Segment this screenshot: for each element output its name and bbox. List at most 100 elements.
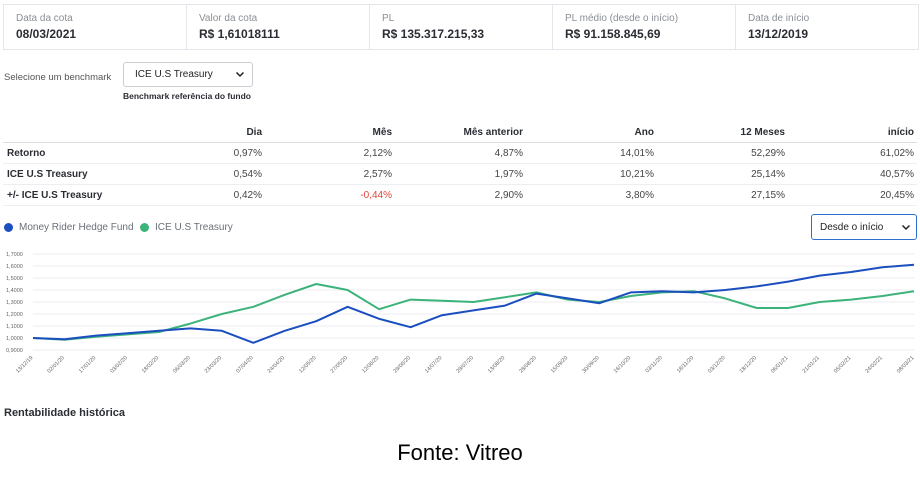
x-tick-label: 06/03/20 [172, 355, 191, 374]
legend-item-benchmark[interactable]: ICE U.S Treasury [140, 222, 233, 233]
summary-label: Valor da cota [199, 13, 258, 24]
summary-cards: Data da cota 08/03/2021 Valor da cota R$… [3, 4, 919, 50]
period-selected-value: Desde o início [820, 222, 884, 233]
summary-value: R$ 1,61018111 [199, 27, 280, 41]
summary-label: PL médio (desde o início) [565, 13, 679, 24]
series-line-fund [32, 263, 915, 344]
table-cell: 40,57% [788, 163, 917, 185]
summary-value: R$ 91.158.845,69 [565, 27, 661, 41]
table-header-cell: 12 Meses [657, 122, 788, 143]
y-tick-label: 1,4000 [6, 288, 23, 294]
table-cell: 0,54% [113, 163, 265, 185]
y-tick-label: 0,9000 [6, 348, 23, 354]
x-tick-label: 15/09/20 [550, 355, 569, 374]
summary-card-quote-date: Data da cota 08/03/2021 [4, 5, 187, 49]
summary-card-net-worth: PL R$ 135.317.215,33 [370, 5, 553, 49]
x-tick-label: 29/06/20 [393, 355, 412, 374]
summary-label: Data de início [748, 13, 810, 24]
legend-dot-icon [4, 223, 13, 232]
table-row: ICE U.S Treasury 0,54% 2,57% 1,97% 10,21… [3, 163, 917, 185]
table-header-cell: início [788, 122, 917, 143]
x-tick-label: 03/11/20 [645, 355, 664, 374]
x-tick-label: 24/02/21 [865, 355, 884, 374]
table-cell: 0,42% [113, 184, 265, 206]
table-header-cell [3, 122, 113, 143]
y-tick-label: 1,2000 [6, 312, 23, 318]
table-cell: 2,12% [265, 142, 395, 164]
benchmark-note: Benchmark referência do fundo [123, 91, 252, 101]
table-cell: 2,90% [395, 184, 526, 206]
history-section-title: Rentabilidade histórica [4, 407, 126, 417]
x-tick-label: 28/08/20 [518, 355, 537, 374]
x-tick-label: 24/04/20 [267, 355, 286, 374]
summary-value: 13/12/2019 [748, 27, 809, 41]
table-cell: 25,14% [657, 163, 788, 185]
period-select[interactable]: Desde o início [811, 214, 917, 240]
x-tick-label: 03/02/20 [109, 355, 128, 374]
performance-chart: 0,9000 1,0000 1,1000 1,2000 1,3000 1,4000 1,50… [6, 252, 915, 375]
x-tick-label: 13/08/20 [487, 355, 506, 374]
y-tick-label: 1,1000 [6, 324, 23, 330]
table-cell: 4,87% [395, 142, 526, 164]
legend-label: ICE U.S Treasury [155, 222, 233, 233]
table-cell: 1,97% [395, 163, 526, 185]
returns-table: Dia Mês Mês anterior Ano 12 Meses início… [3, 122, 917, 206]
table-cell: 3,80% [526, 184, 657, 206]
summary-value: 08/03/2021 [16, 27, 77, 41]
chevron-down-icon [235, 71, 245, 78]
x-tick-label: 06/01/21 [770, 355, 789, 374]
y-tick-label: 1,7000 [6, 252, 23, 258]
x-tick-label: 05/02/21 [833, 355, 852, 374]
x-tick-label: 03/12/20 [707, 355, 726, 374]
table-cell: 14,01% [526, 142, 657, 164]
x-tick-label: 14/07/20 [424, 355, 443, 374]
summary-label: Data da cota [16, 13, 73, 24]
table-row-label: +/- ICE U.S Treasury [3, 184, 113, 206]
x-tick-label: 23/03/20 [204, 355, 223, 374]
table-row-label: Retorno [3, 142, 113, 164]
table-cell: 20,45% [788, 184, 917, 206]
table-row: Retorno 0,97% 2,12% 4,87% 14,01% 52,29% … [3, 142, 917, 164]
x-tick-label: 16/10/20 [613, 355, 632, 374]
legend-item-fund[interactable]: Money Rider Hedge Fund [4, 222, 134, 233]
x-tick-label: 27/05/20 [330, 355, 349, 374]
summary-card-quote-value: Valor da cota R$ 1,61018111 [187, 5, 370, 49]
table-cell: 61,02% [788, 142, 917, 164]
benchmark-selected-value: ICE U.S Treasury [135, 69, 213, 80]
summary-label: PL [382, 13, 395, 24]
summary-card-start-date: Data de início 13/12/2019 [736, 5, 918, 49]
y-tick-label: 1,6000 [6, 264, 23, 270]
table-cell: 2,57% [265, 163, 395, 185]
table-header-cell: Ano [526, 122, 657, 143]
benchmark-select[interactable]: ICE U.S Treasury [123, 62, 253, 87]
table-header-cell: Dia [113, 122, 265, 143]
summary-value: R$ 135.317.215,33 [382, 27, 485, 41]
table-cell: 27,15% [657, 184, 788, 206]
x-tick-label: 12/06/20 [361, 355, 380, 374]
y-tick-label: 1,5000 [6, 276, 23, 282]
legend-label: Money Rider Hedge Fund [19, 222, 134, 233]
table-cell: 0,97% [113, 142, 265, 164]
x-tick-label: 17/01/20 [78, 355, 97, 374]
table-row-label: ICE U.S Treasury [3, 163, 113, 185]
x-tick-label: 08/03/21 [896, 355, 915, 374]
table-header-cell: Mês [265, 122, 395, 143]
legend-dot-icon [140, 223, 149, 232]
chevron-down-icon [901, 224, 911, 231]
summary-card-avg-net-worth: PL médio (desde o início) R$ 91.158.845,… [553, 5, 736, 49]
x-tick-label: 29/07/20 [456, 355, 475, 374]
table-row: +/- ICE U.S Treasury 0,42% -0,44% 2,90% … [3, 184, 917, 206]
x-tick-label: 12/05/20 [298, 355, 317, 374]
table-cell: 52,29% [657, 142, 788, 164]
benchmark-label: Selecione um benchmark [4, 72, 112, 83]
source-caption: Fonte: Vitreo [397, 440, 523, 465]
table-header-row: Dia Mês Mês anterior Ano 12 Meses início [3, 122, 917, 143]
x-tick-label: 02/01/20 [46, 355, 65, 374]
y-tick-label: 1,3000 [6, 300, 23, 306]
x-tick-label: 13/12/19 [15, 355, 34, 374]
x-tick-label: 21/01/21 [802, 355, 821, 374]
x-tick-label: 07/04/20 [235, 355, 254, 374]
series-line-benchmark [32, 283, 915, 341]
table-cell-negative: -0,44% [265, 184, 395, 206]
x-tick-label: 18/12/20 [739, 355, 758, 374]
